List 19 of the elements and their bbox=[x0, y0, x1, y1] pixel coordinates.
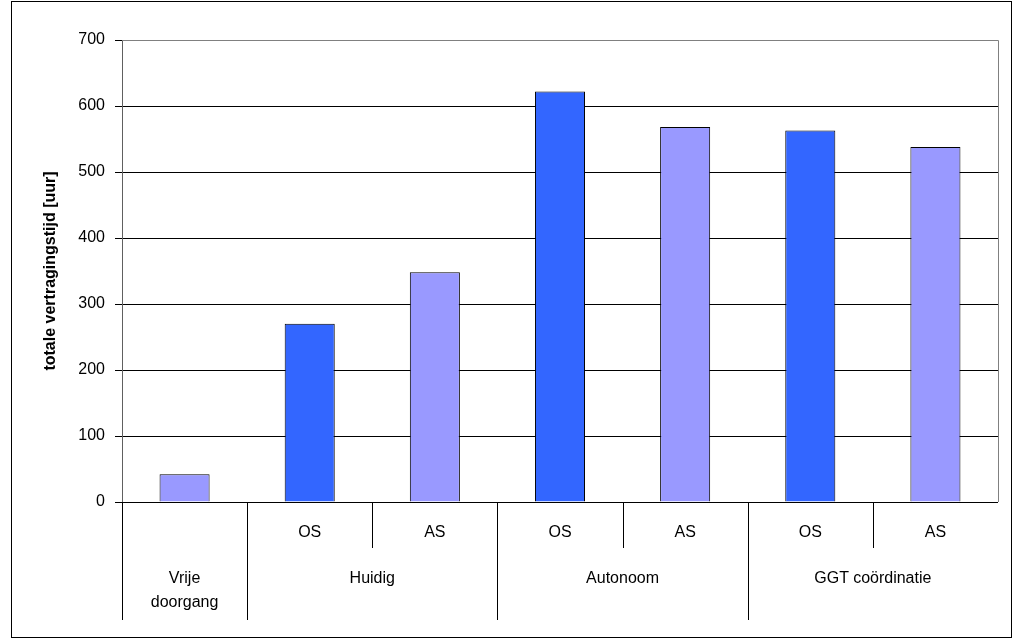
x-tick-label: AS bbox=[424, 523, 446, 541]
x-tick-label: AS bbox=[674, 523, 696, 541]
text: GGT coördinatie bbox=[814, 569, 932, 587]
y-tick-label: 300 bbox=[78, 294, 106, 312]
text: Vrije doorgang bbox=[150, 569, 219, 611]
y-axis-title: totale vertragingstijd [uur] bbox=[41, 171, 59, 371]
y-tick-label: 0 bbox=[96, 492, 106, 510]
y-tick-label: 700 bbox=[78, 30, 106, 48]
x-tick-label: OS bbox=[798, 523, 822, 541]
y-tick-label: 600 bbox=[78, 96, 106, 114]
text: Huidig bbox=[349, 569, 395, 587]
x-tick-label: AS bbox=[924, 523, 947, 541]
text: Autonoom bbox=[586, 569, 660, 587]
x-tick-label: OS bbox=[548, 523, 572, 541]
y-tick-label: 500 bbox=[78, 162, 106, 180]
x-tick-label: OS bbox=[298, 523, 322, 541]
y-tick-label: 100 bbox=[78, 426, 106, 444]
y-tick-label: 200 bbox=[78, 360, 106, 378]
y-tick-label: 400 bbox=[78, 228, 106, 246]
